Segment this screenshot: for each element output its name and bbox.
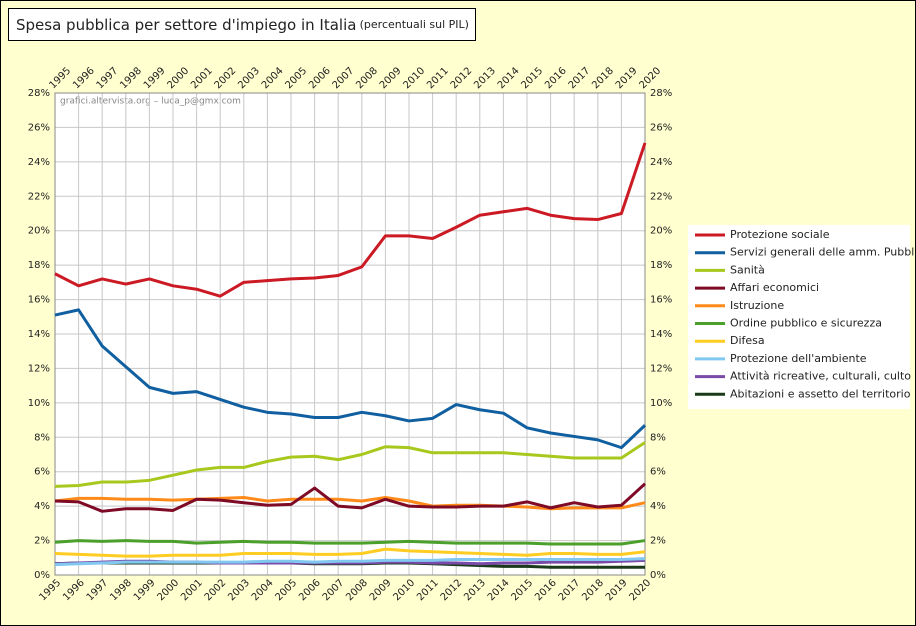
- y-tick-label: 12%: [28, 363, 50, 374]
- y2-tick-label: 8%: [650, 432, 666, 443]
- chart-title: Spesa pubblica per settore d'impiego in …: [16, 16, 469, 34]
- y-tick-label: 4%: [34, 501, 50, 512]
- y-tick-label: 28%: [28, 88, 50, 99]
- legend-label: Ordine pubblico e sicurezza: [730, 317, 882, 330]
- legend-label: Istruzione: [730, 299, 784, 312]
- series-line: [54, 496, 646, 511]
- legend-label: Protezione sociale: [730, 228, 830, 241]
- series-line: [54, 441, 646, 488]
- y2-tick-label: 6%: [650, 467, 666, 478]
- y2-tick-label: 2%: [650, 536, 666, 547]
- y-tick-label: 20%: [28, 226, 50, 237]
- legend-label: Sanità: [730, 263, 765, 276]
- plot-border: [54, 92, 646, 576]
- y-tick-label: 16%: [28, 295, 50, 306]
- y2-tick-label: 14%: [650, 329, 672, 340]
- y-tick-label: 18%: [28, 260, 50, 271]
- y2-tick-label: 20%: [650, 226, 672, 237]
- y2-tick-label: 24%: [650, 157, 672, 168]
- y-tick-label: 10%: [28, 398, 50, 409]
- y-tick-label: 6%: [34, 467, 50, 478]
- y-tick-label: 8%: [34, 432, 50, 443]
- legend-label: Abitazioni e assetto del territorio: [730, 387, 911, 400]
- y-tick-label: 0%: [34, 570, 50, 581]
- series-line: [54, 539, 646, 546]
- series-line: [54, 557, 646, 567]
- y2-tick-label: 18%: [650, 260, 672, 271]
- legend-box: [688, 225, 910, 409]
- y2-tick-label: 12%: [650, 363, 672, 374]
- y-tick-label: 24%: [28, 157, 50, 168]
- series-line: [54, 482, 647, 513]
- legend-label: Attività ricreative, culturali, culto: [730, 370, 911, 383]
- y2-tick-label: 0%: [650, 570, 666, 581]
- series-line: [54, 547, 646, 558]
- y-tick-label: 2%: [34, 536, 50, 547]
- y-tick-label: 14%: [28, 329, 50, 340]
- title-box: [8, 8, 476, 41]
- y2-tick-label: 26%: [650, 122, 672, 133]
- watermark: grafici.altervista.org – luca_p@gmx.com: [60, 97, 241, 107]
- y2-tick-label: 10%: [650, 398, 672, 409]
- title: Spesa pubblica per settore d'impiego in …: [16, 16, 356, 34]
- subtitle: (percentuali sul PIL): [360, 18, 469, 31]
- legend-label: Difesa: [730, 334, 765, 347]
- series-line: [54, 308, 647, 450]
- y-tick-label: 22%: [28, 191, 50, 202]
- y-tick-label: 26%: [28, 122, 50, 133]
- y2-tick-label: 28%: [650, 88, 672, 99]
- series-line: [54, 142, 647, 298]
- y2-tick-label: 22%: [650, 191, 672, 202]
- y2-tick-label: 4%: [650, 501, 666, 512]
- legend-label: Servizi generali delle amm. Pubbl.: [730, 246, 916, 259]
- legend-label: Protezione dell'ambiente: [730, 352, 867, 365]
- y2-tick-label: 16%: [650, 295, 672, 306]
- legend-label: Affari economici: [730, 281, 819, 294]
